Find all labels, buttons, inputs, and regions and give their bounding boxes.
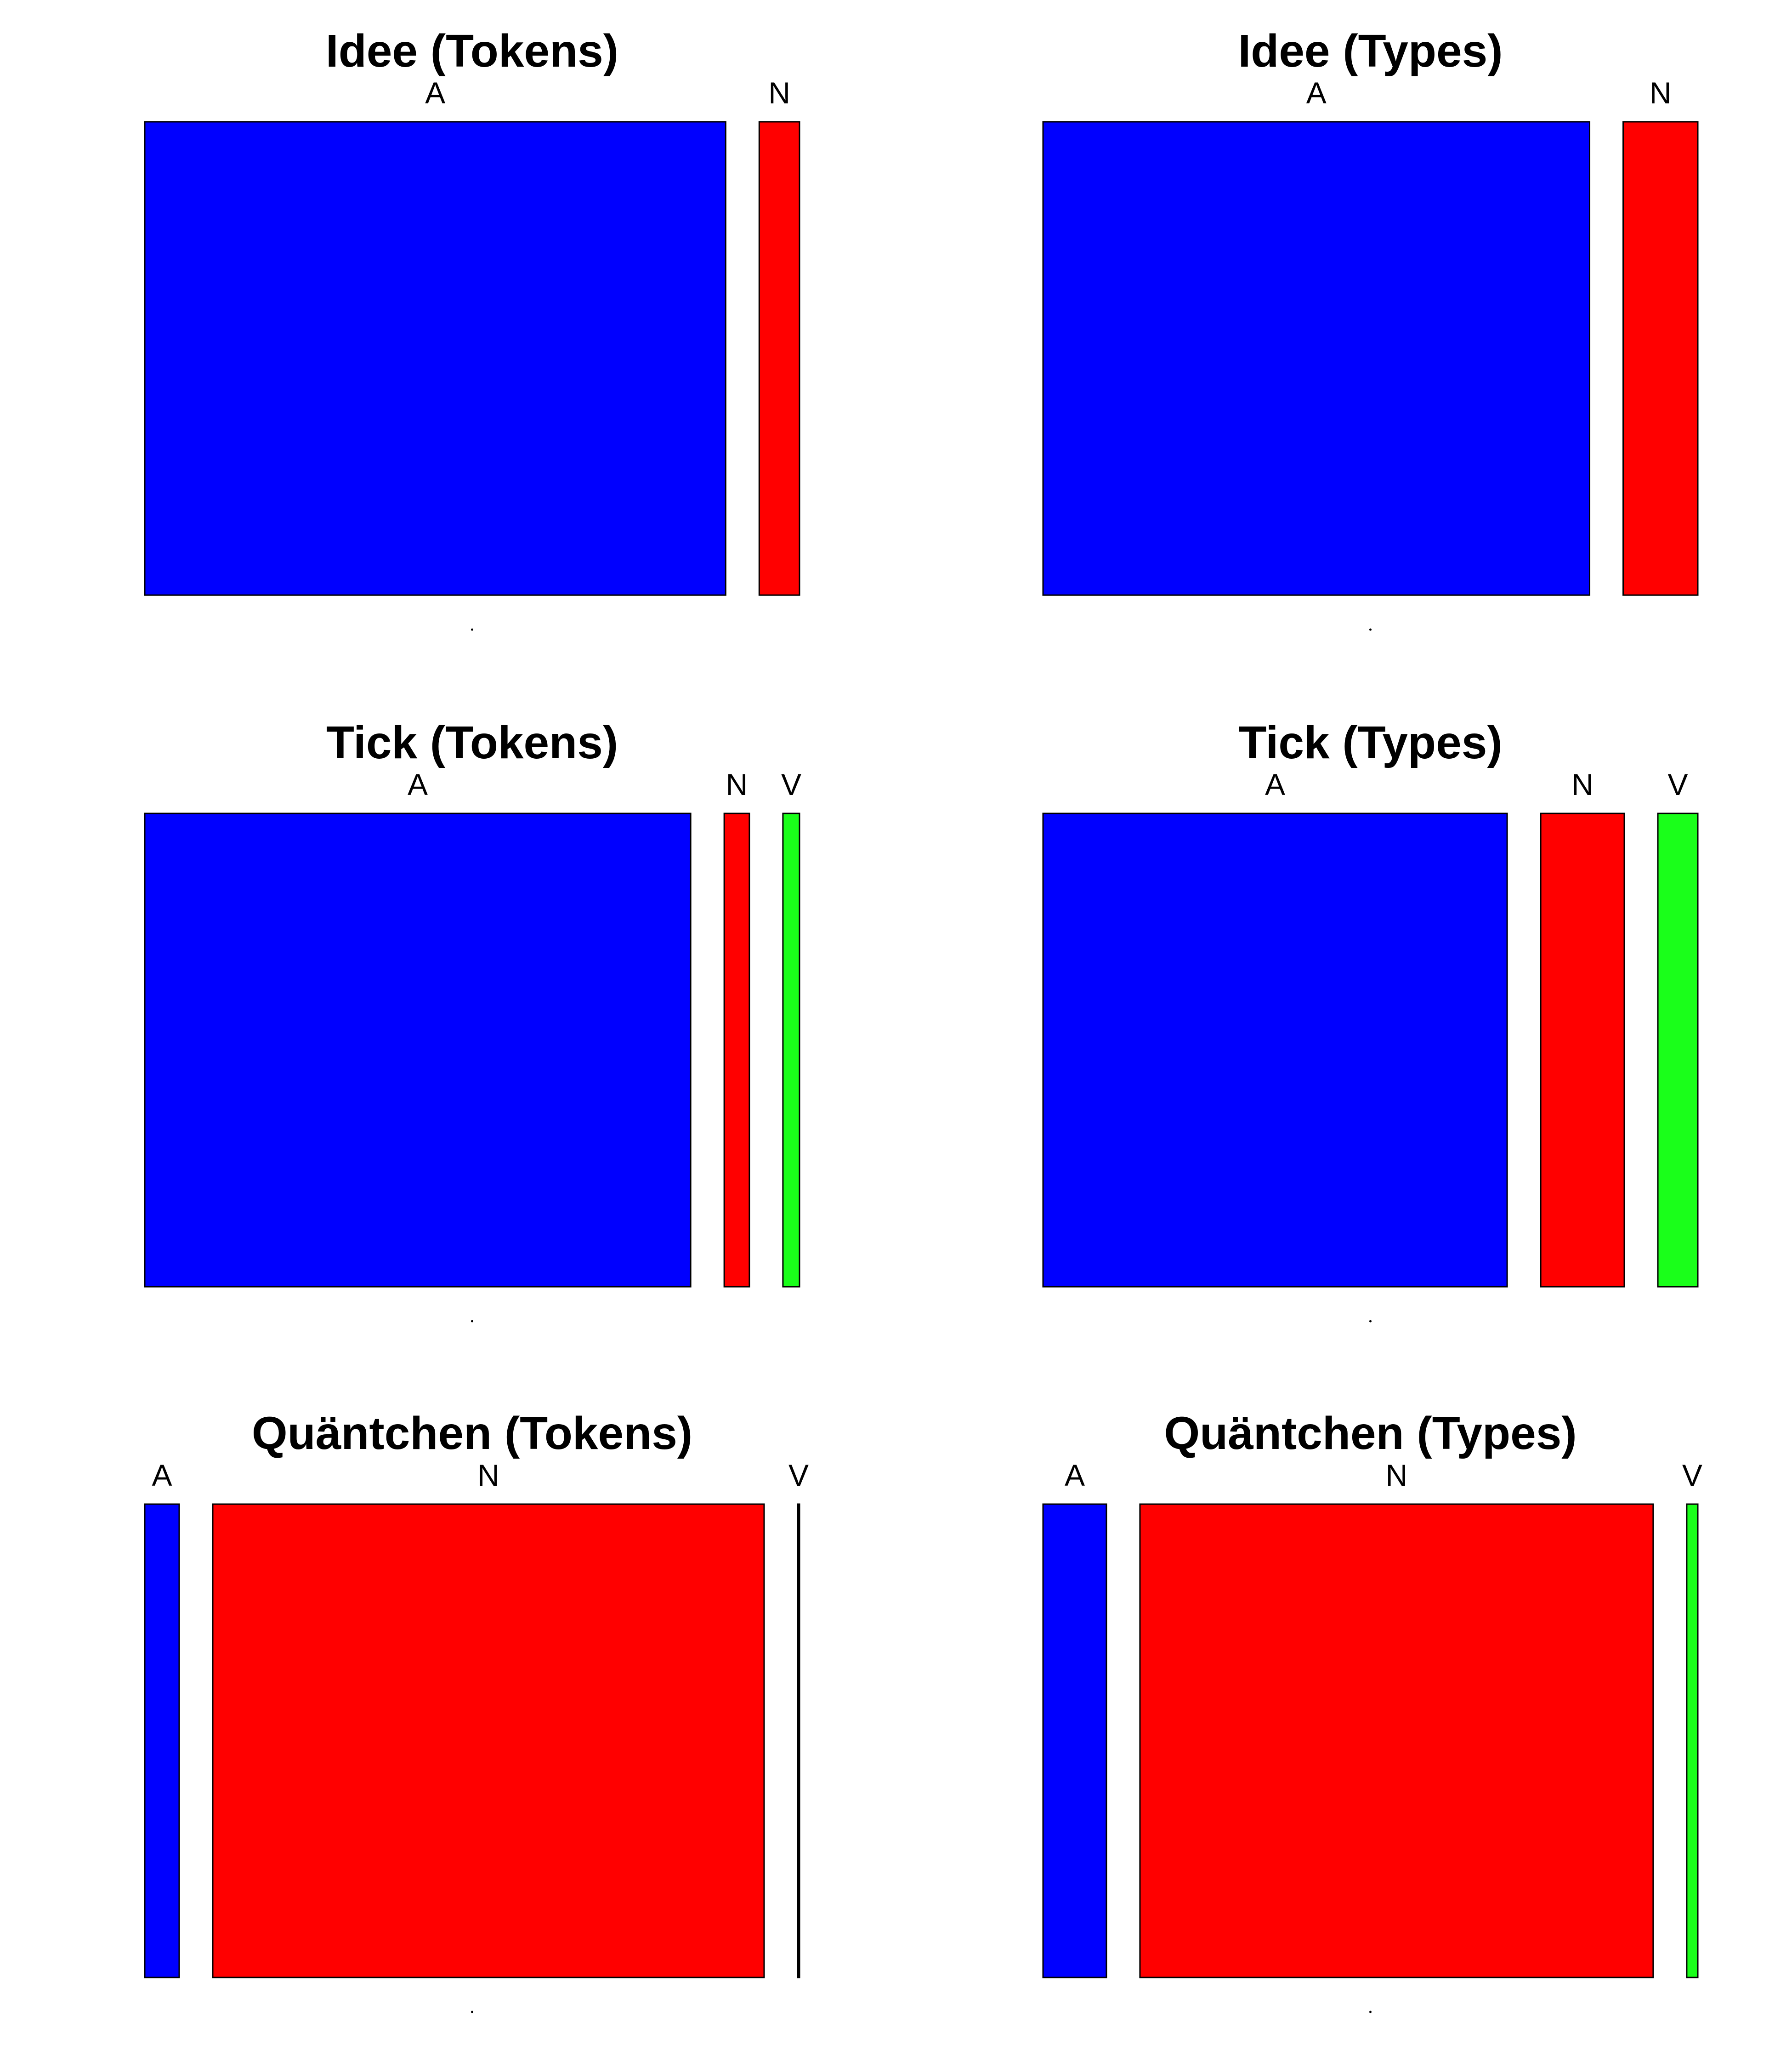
axis-dot <box>471 2011 473 2013</box>
panel-title: Quäntchen (Types) <box>1164 1408 1577 1459</box>
segment-v <box>782 812 800 1288</box>
segment-label-n: N <box>768 76 790 110</box>
segment-label-n: N <box>1571 767 1594 801</box>
segment-label-n: N <box>726 767 748 801</box>
panel-title: Quäntchen (Tokens) <box>252 1408 692 1459</box>
segment-label-n: N <box>1386 1458 1408 1492</box>
segment-n <box>212 1503 765 1978</box>
segment-a <box>1042 812 1508 1288</box>
segment-label-a: A <box>1306 76 1327 110</box>
panel-title: Tick (Types) <box>1238 717 1502 768</box>
segment-label-a: A <box>152 1458 172 1492</box>
segment-a <box>144 121 726 596</box>
panel-5: Quäntchen (Tokens) A N V <box>144 1408 809 2013</box>
segment-label-v: V <box>788 1458 809 1492</box>
panel-title: Idee (Types) <box>1238 25 1503 77</box>
panel-1: Idee (Tokens)A N <box>144 25 800 631</box>
segment-label-a: A <box>425 76 445 110</box>
segment-n <box>1622 121 1699 596</box>
segment-v <box>1686 1503 1699 1978</box>
axis-dot <box>471 628 473 631</box>
axis-dot <box>471 1320 473 1323</box>
segment-n <box>758 121 800 596</box>
segment-v <box>797 1503 800 1978</box>
panel-2: Idee (Types)A N <box>1042 25 1699 631</box>
segment-a <box>1042 1503 1107 1978</box>
segment-label-a: A <box>1265 767 1285 801</box>
panel-4: Tick (Types)A N V <box>1042 717 1699 1323</box>
segment-label-n: N <box>1650 76 1672 110</box>
segment-a <box>1042 121 1591 596</box>
segment-n <box>723 812 750 1288</box>
segment-label-v: V <box>1668 767 1688 801</box>
segment-label-v: V <box>781 767 801 801</box>
segment-a <box>144 1503 180 1978</box>
segment-label-a: A <box>408 767 428 801</box>
axis-dot <box>1369 2011 1372 2013</box>
panel-6: Quäntchen (Types) A N V <box>1042 1408 1702 2013</box>
segment-v <box>1657 812 1699 1288</box>
segment-a <box>144 812 692 1288</box>
segment-label-a: A <box>1065 1458 1085 1492</box>
segment-n <box>1540 812 1625 1288</box>
panel-3: Tick (Tokens)A N V <box>144 717 801 1323</box>
segment-label-v: V <box>1682 1458 1702 1492</box>
panel-title: Idee (Tokens) <box>326 25 618 77</box>
segment-n <box>1139 1503 1654 1978</box>
segment-label-n: N <box>477 1458 499 1492</box>
axis-dot <box>1369 628 1372 631</box>
panel-title: Tick (Tokens) <box>326 717 618 768</box>
axis-dot <box>1369 1320 1372 1323</box>
